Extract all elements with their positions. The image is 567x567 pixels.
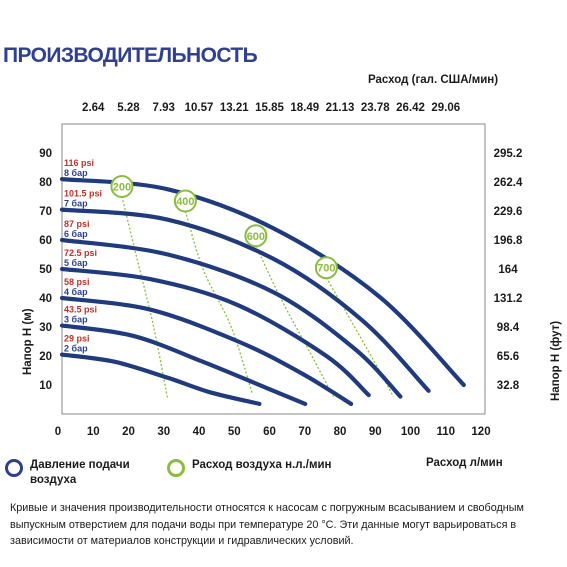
- bar-label: 7 бар: [64, 199, 88, 209]
- air-flow-badge: [110, 175, 134, 198]
- x2-tick-label: 26.42: [396, 102, 425, 114]
- y2-tick-label: 196.8: [494, 235, 523, 247]
- x-tick-label: 90: [369, 426, 382, 438]
- legend-pressure-label: Давление подачи воздуха: [30, 459, 130, 486]
- x2-tick-label: 10.57: [185, 102, 214, 114]
- blue-ring-icon: [5, 459, 23, 477]
- bar-label: 4 бар: [64, 287, 88, 297]
- y-tick-label: 80: [39, 177, 52, 189]
- x-tick-label: 20: [122, 426, 135, 438]
- pressure-curve: [59, 177, 466, 388]
- air-flow-badge: [314, 256, 338, 280]
- x-tick-label: 120: [471, 426, 490, 438]
- y2-tick-label: 98.4: [497, 322, 520, 334]
- air-flow-curve: [255, 245, 334, 397]
- green-ring-icon: [167, 459, 185, 477]
- pressure-curve: [59, 295, 354, 406]
- air-flow-label: 600: [247, 231, 265, 243]
- psi-label: 72.5 psi: [64, 248, 97, 258]
- x2-tick-label: 23.78: [361, 102, 390, 114]
- x-tick-label: 110: [436, 426, 455, 438]
- legend-air: Расход воздуха н.л./мин: [167, 458, 332, 477]
- x-tick-label: 80: [334, 426, 347, 438]
- y-tick-label: 60: [39, 235, 52, 247]
- bar-label: 5 бар: [64, 258, 88, 268]
- x-tick-label: 50: [228, 426, 241, 438]
- x2-tick-label: 2.64: [82, 102, 105, 114]
- bar-label: 8 бар: [64, 168, 88, 178]
- y-tick-label: 20: [39, 351, 52, 363]
- x-tick-label: 30: [157, 426, 170, 438]
- y2-tick-label: 32.8: [497, 380, 520, 392]
- y2-axis-label: Напор H (фут): [550, 321, 562, 401]
- x-tick-label: 40: [193, 426, 206, 438]
- pressure-curve: [59, 237, 403, 399]
- legend-air-label: Расход воздуха н.л./мин: [192, 459, 332, 471]
- bar-label: 6 бар: [64, 229, 88, 239]
- y2-tick-label: 295.2: [494, 148, 523, 160]
- y-tick-label: 30: [39, 322, 52, 334]
- x-tick-label: 70: [298, 426, 311, 438]
- psi-label: 101.5 psi: [64, 189, 102, 199]
- x2-tick-label: 21.13: [326, 102, 355, 114]
- y2-tick-label: 65.6: [497, 351, 519, 363]
- psi-label: 87 psi: [64, 219, 90, 229]
- y2-tick-label: 164: [498, 264, 518, 276]
- performance-chart: 2.64 5.28 7.93 10.57 13.21 15.85 18.49 21.13 23.…: [22, 102, 562, 438]
- x2-tick-label: 13.21: [220, 102, 249, 114]
- legend-pressure: Давление подачи воздуха: [5, 458, 145, 488]
- y2-tick-label: 131.2: [494, 293, 523, 305]
- x-tick-label: 10: [87, 426, 100, 438]
- psi-label: 116 psi: [64, 158, 94, 168]
- air-flow-label: 200: [113, 182, 131, 194]
- x2-tick-label: 7.93: [153, 102, 175, 114]
- x2-tick-label: 18.49: [290, 102, 319, 114]
- y-tick-label: 70: [39, 206, 52, 218]
- y-tick-label: 10: [39, 380, 52, 392]
- x-tick-label: 0: [55, 426, 61, 438]
- x2-tick-label: 29.06: [431, 102, 460, 114]
- air-flow-curve: [184, 210, 253, 394]
- x2-tick-label: 15.85: [255, 102, 284, 114]
- air-flow-label: 400: [176, 196, 194, 208]
- air-flow-label: 700: [317, 263, 335, 275]
- pressure-curve: [59, 352, 262, 406]
- y2-tick-label: 229.6: [494, 206, 523, 218]
- psi-label: 43.5 psi: [64, 305, 97, 315]
- x-tick-label: 60: [263, 426, 276, 438]
- x-axis-label: Расход л/мин: [426, 457, 503, 469]
- top-axis-label: Расход (гал. США/мин): [368, 74, 499, 86]
- air-flow-badge: [173, 189, 197, 213]
- footnote: Кривые и значения производительности отн…: [10, 502, 524, 547]
- x2-tick-label: 5.28: [117, 102, 140, 114]
- page-title: ПРОИЗВОДИТЕЛЬНОСТЬ: [3, 44, 258, 67]
- pressure-curve: [59, 323, 308, 406]
- y-tick-label: 90: [39, 148, 52, 160]
- psi-label: 29 psi: [64, 334, 90, 344]
- psi-label: 58 psi: [64, 277, 90, 287]
- bar-label: 3 бар: [64, 315, 88, 325]
- x-tick-label: 100: [401, 426, 420, 438]
- pressure-curve: [59, 207, 431, 393]
- bar-label: 2 бар: [64, 344, 88, 354]
- air-flow-badge: [244, 224, 268, 248]
- pressure-curve: [59, 266, 371, 398]
- plot-frame: [61, 123, 486, 415]
- air-flow-curve: [121, 196, 169, 400]
- y-axis-label: Напор H (м): [22, 308, 34, 375]
- y-tick-label: 40: [39, 293, 52, 305]
- y2-tick-label: 262.4: [494, 177, 523, 189]
- y-tick-label: 50: [39, 264, 52, 276]
